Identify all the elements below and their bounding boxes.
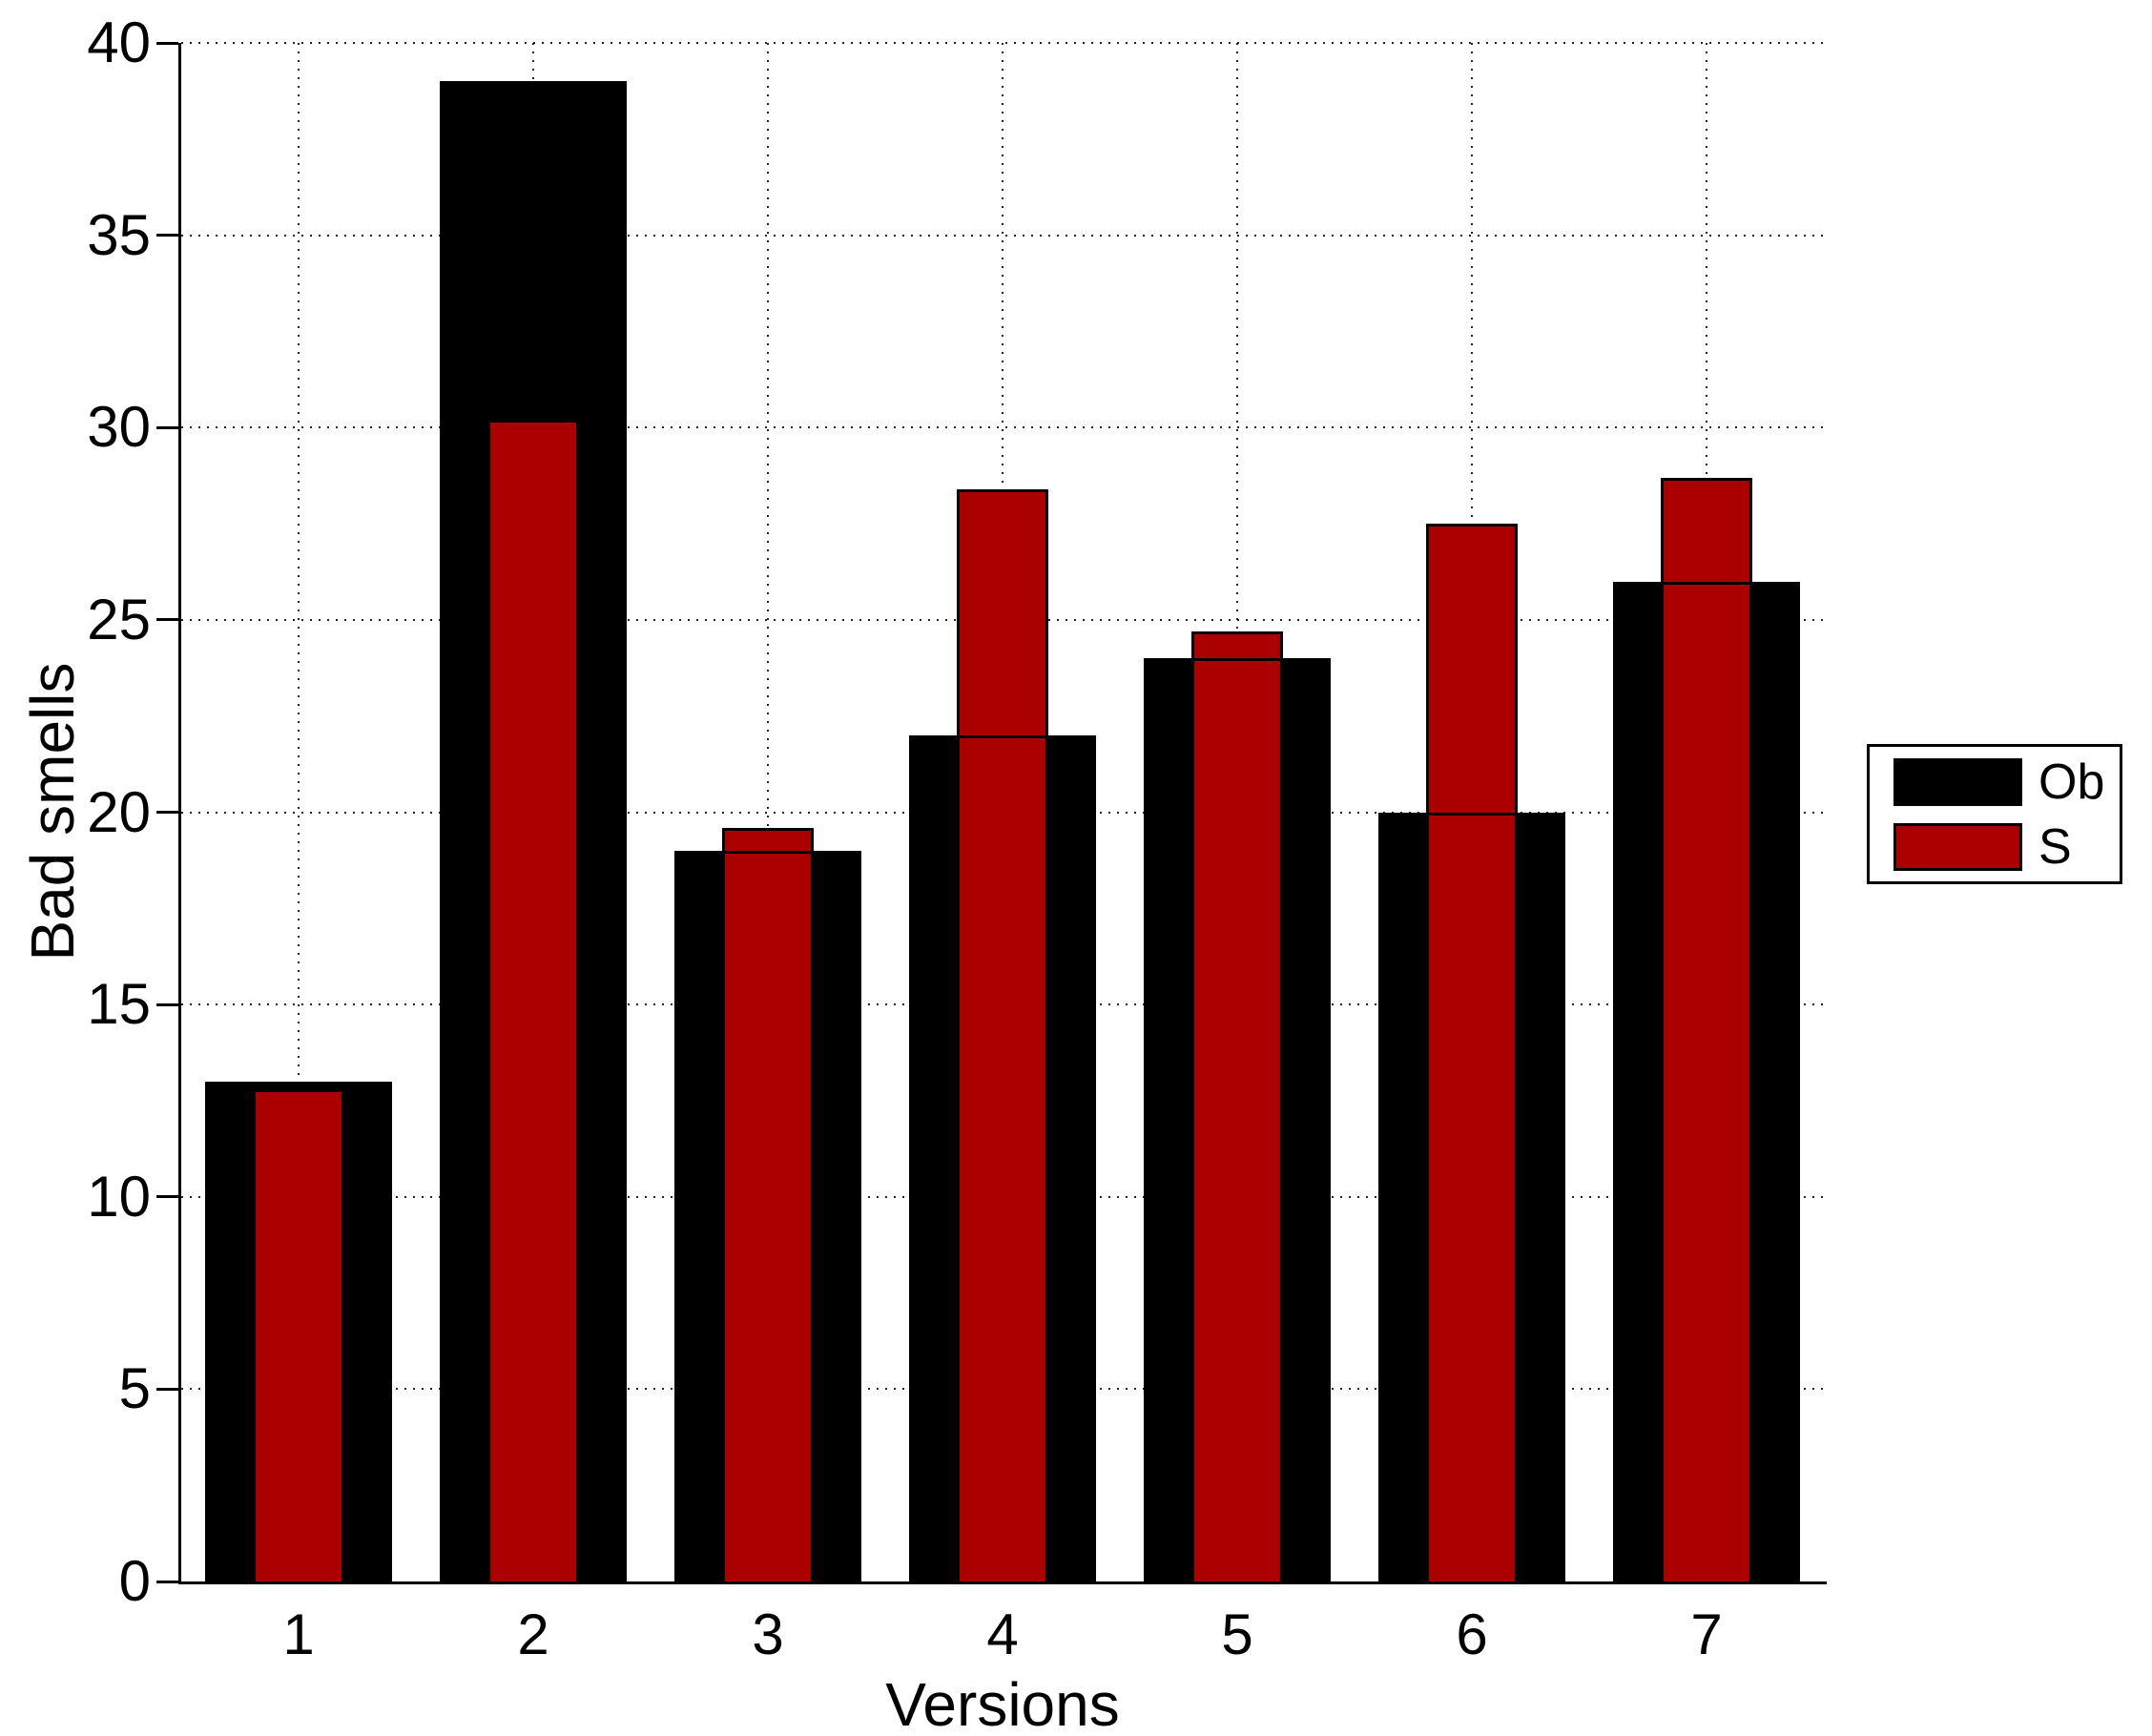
gridline-x-1 — [298, 43, 300, 1581]
bar-s-version-2 — [487, 420, 579, 1581]
bar-s-version-1 — [253, 1088, 344, 1581]
bar-s-version-6 — [1426, 524, 1518, 1581]
y-tick-label-35: 35 — [87, 202, 151, 267]
y-axis-line — [178, 43, 181, 1584]
x-axis-line — [178, 1581, 1827, 1584]
bar-s-version-5 — [1191, 630, 1283, 1581]
y-tick-0 — [156, 1580, 178, 1583]
legend-swatch-s — [1893, 822, 2022, 871]
y-tick-label-15: 15 — [87, 972, 151, 1037]
x-tick-label-3: 3 — [752, 1602, 784, 1666]
y-tick-20 — [156, 811, 178, 814]
legend-swatch-ob — [1893, 757, 2022, 806]
bar-s-version-3 — [722, 827, 814, 1581]
legend: Ob S — [1867, 744, 2122, 884]
y-tick-10 — [156, 1195, 178, 1199]
y-tick-25 — [156, 618, 178, 622]
legend-item-s: S — [1893, 822, 2120, 872]
x-tick-label-5: 5 — [1221, 1602, 1253, 1666]
y-tick-label-40: 40 — [87, 10, 151, 74]
x-tick-label-4: 4 — [986, 1602, 1019, 1666]
x-tick-label-2: 2 — [517, 1602, 549, 1666]
bar-top-edge-version-1 — [204, 1081, 393, 1085]
y-tick-label-5: 5 — [118, 1356, 151, 1421]
gridline-x-3 — [767, 43, 769, 1581]
y-tick-label-20: 20 — [87, 779, 151, 844]
y-tick-label-30: 30 — [87, 395, 151, 460]
bar-top-edge-version-6 — [1377, 812, 1566, 816]
y-tick-label-25: 25 — [87, 587, 151, 651]
bar-top-edge-version-5 — [1143, 658, 1332, 662]
x-tick-label-6: 6 — [1456, 1602, 1488, 1666]
y-tick-30 — [156, 425, 178, 429]
bar-top-edge-version-3 — [673, 850, 862, 854]
legend-label-ob: Ob — [2038, 754, 2105, 810]
y-tick-40 — [156, 41, 178, 45]
y-tick-label-0: 0 — [118, 1549, 151, 1613]
y-tick-15 — [156, 1002, 178, 1006]
bar-s-version-7 — [1661, 477, 1752, 1581]
y-tick-5 — [156, 1387, 178, 1391]
bar-top-edge-version-2 — [439, 81, 628, 85]
x-tick-label-1: 1 — [282, 1602, 315, 1666]
x-axis-label: Versions — [885, 1670, 1120, 1736]
plot-area — [181, 42, 1824, 1581]
y-tick-label-10: 10 — [87, 1164, 151, 1229]
y-tick-35 — [156, 234, 178, 238]
bar-s-version-4 — [957, 488, 1048, 1581]
x-tick-label-7: 7 — [1690, 1602, 1723, 1666]
bar-top-edge-version-4 — [908, 734, 1097, 738]
legend-item-ob: Ob — [1893, 757, 2120, 807]
bar-top-edge-version-7 — [1612, 581, 1801, 585]
legend-label-s: S — [2038, 818, 2072, 875]
